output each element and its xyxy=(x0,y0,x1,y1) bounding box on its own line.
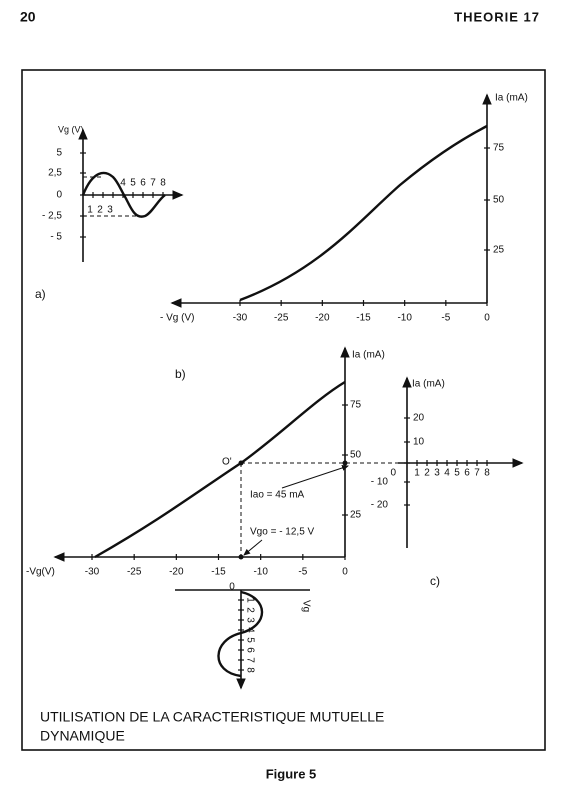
tick-label: 6 xyxy=(140,178,146,189)
tick-label: 5 xyxy=(454,468,460,479)
axis-label: - Vg (V) xyxy=(160,313,194,324)
tick-label: 8 xyxy=(484,468,490,479)
tick-label: -5 xyxy=(298,567,307,578)
tick-label: 3 xyxy=(107,205,113,216)
axis-label: Ia (mA) xyxy=(352,350,385,361)
tick-label: 1 xyxy=(244,597,255,603)
page-number: 20 xyxy=(20,9,36,25)
panel-label: b) xyxy=(175,367,186,381)
tick-label: 8 xyxy=(160,178,166,189)
tick-label: 4 xyxy=(244,627,255,633)
tick-label: 75 xyxy=(350,400,362,411)
tick-label: - 2,5 xyxy=(42,211,62,222)
tick-label: - 10 xyxy=(371,477,389,488)
tick-label: 4 xyxy=(444,468,450,479)
tick-label: 7 xyxy=(150,178,156,189)
tick-label: 10 xyxy=(413,437,425,448)
panel-label: a) xyxy=(35,287,46,301)
panel-label: c) xyxy=(430,574,440,588)
tick-label: -30 xyxy=(85,567,100,578)
tick-label: 5 xyxy=(130,178,136,189)
annotation: Vgo = - 12,5 V xyxy=(250,527,315,538)
tick-label: 1 xyxy=(414,468,420,479)
tick-label: 20 xyxy=(413,413,425,424)
tick-label: 5 xyxy=(56,148,62,159)
tick-label: 6 xyxy=(464,468,470,479)
tick-label: -25 xyxy=(274,313,289,324)
tick-label: 50 xyxy=(350,450,362,461)
tick-label: 2 xyxy=(424,468,430,479)
axis-label: Ia (mA) xyxy=(495,93,528,104)
tick-label: - 20 xyxy=(371,500,389,511)
tick-label: 2,5 xyxy=(48,168,62,179)
tick-label: 1 xyxy=(87,205,93,216)
frame xyxy=(21,69,546,751)
tick-label: 8 xyxy=(244,667,255,673)
tick-label: 2 xyxy=(97,205,103,216)
tick-label: - 5 xyxy=(50,232,62,243)
tick-label: 4 xyxy=(120,178,126,189)
tick-label: 0 xyxy=(342,567,348,578)
tick-label: -20 xyxy=(169,567,184,578)
tick-label: -5 xyxy=(441,313,450,324)
axis-label: Vg (V) xyxy=(58,124,84,134)
tick-label: 0 xyxy=(56,190,62,201)
axis-label: Vg xyxy=(300,600,311,612)
tick-label: -20 xyxy=(315,313,330,324)
axis-label: -Vg(V) xyxy=(26,567,55,578)
tick-label: 5 xyxy=(244,637,255,643)
tick-label: 6 xyxy=(244,647,255,653)
tick-label: 0 xyxy=(484,313,490,324)
caption: UTILISATION DE LA CARACTERISTIQUE MUTUEL… xyxy=(40,709,384,725)
figure-b-drawing xyxy=(170,93,492,308)
tick-label: -25 xyxy=(127,567,142,578)
tick-label: 7 xyxy=(244,657,255,663)
tick-label: -15 xyxy=(211,567,226,578)
tick-label: 2 xyxy=(244,607,255,613)
tick-label: 25 xyxy=(493,245,505,256)
tick-label: 3 xyxy=(244,617,255,623)
figure-a-drawing xyxy=(78,128,184,262)
figure-label: Figure 5 xyxy=(266,766,317,781)
tick-label: 3 xyxy=(434,468,440,479)
figure-c-drawing xyxy=(53,346,524,690)
tick-label: -10 xyxy=(253,567,268,578)
tick-label: 7 xyxy=(474,468,480,479)
annotation: Iao = 45 mA xyxy=(250,490,305,501)
tick-label: 50 xyxy=(493,195,505,206)
operating-point: O' xyxy=(222,457,232,468)
axis-label: Ia (mA) xyxy=(412,379,445,390)
section-title: THEORIE 17 xyxy=(454,9,540,24)
tick-label: -30 xyxy=(233,313,248,324)
tick-label: 0 xyxy=(229,582,235,593)
tick-label: 0 xyxy=(390,468,396,479)
caption: DYNAMIQUE xyxy=(40,728,125,744)
tick-label: -15 xyxy=(356,313,371,324)
tick-label: 25 xyxy=(350,510,362,521)
tick-label: -10 xyxy=(397,313,412,324)
tick-label: 75 xyxy=(493,143,505,154)
